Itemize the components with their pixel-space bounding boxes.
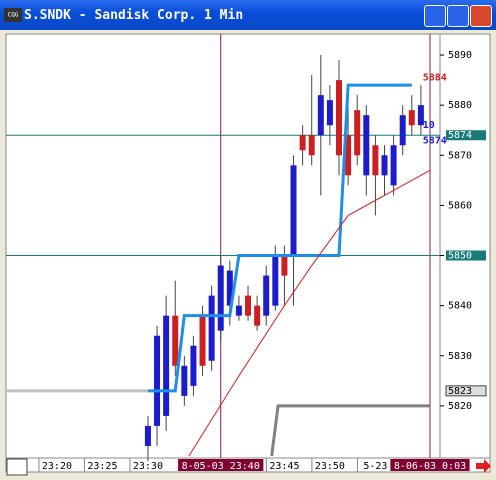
candle-body (154, 335, 161, 426)
price-label-box (446, 250, 486, 261)
chart: 5820 5830 5840 5850 5860 5870 5880 5890 23:20 23:… (5, 33, 491, 476)
corner-box (6, 458, 28, 476)
candle-body (363, 115, 370, 176)
candle-body (172, 315, 179, 366)
price-mark-label: 5823 (448, 386, 472, 397)
price-label: 5874 (448, 130, 472, 141)
app-icon: CQG (4, 8, 22, 22)
x-tick-label: 23:50 (315, 461, 345, 472)
cursor-label-box (178, 459, 264, 471)
x-tick-label: 23:45 (269, 461, 299, 472)
candle-body (381, 155, 388, 176)
y-tick-label: 5890 (448, 50, 472, 61)
price-label: 5850 (448, 251, 472, 262)
candle-body (245, 295, 252, 316)
x-tick-label: 23:25 (87, 461, 117, 472)
cursor-label: 8-05-03 23:40 (182, 461, 260, 472)
candle-body (217, 265, 224, 331)
candle-body (208, 295, 215, 361)
candle-body (390, 145, 397, 186)
x-tick-label: 23:30 (133, 461, 163, 472)
candle-body (354, 110, 361, 156)
price-label-box (446, 130, 486, 141)
candle-body (417, 105, 424, 126)
y-tick-label: 5870 (448, 150, 472, 161)
annotation: 5874 (423, 135, 447, 146)
title-bar: CQG S.SNDK - Sandisk Corp. 1 Min (0, 0, 496, 30)
candle-body (226, 270, 233, 306)
candle-body (345, 135, 352, 176)
candle-body (263, 275, 270, 316)
candle-body (281, 255, 288, 276)
y-tick-label: 5880 (448, 100, 472, 111)
candle-body (317, 95, 324, 136)
indicator-line (270, 404, 430, 457)
candle-body (408, 110, 415, 126)
candle-body (372, 145, 379, 176)
candle-body (254, 305, 261, 326)
minimize-button[interactable] (424, 5, 446, 27)
candle-body (308, 135, 315, 156)
candle-body (163, 315, 170, 416)
svg-text:CQG: CQG (8, 12, 19, 19)
y-tick-label: 5830 (448, 351, 472, 362)
x-tick-label: 23:20 (42, 461, 72, 472)
y-tick-label: 5860 (448, 200, 472, 211)
candle-body (326, 100, 333, 126)
close-button[interactable] (470, 5, 492, 27)
price-mark-box (445, 385, 487, 397)
plot-area (5, 33, 441, 459)
y-tick-label: 5820 (448, 401, 472, 412)
candle-body (299, 135, 306, 151)
candle-body (272, 255, 279, 306)
candle-body (336, 80, 343, 156)
window-title: S.SNDK - Sandisk Corp. 1 Min (24, 8, 244, 23)
candle-body (290, 165, 297, 256)
maximize-button[interactable] (447, 5, 469, 27)
candle-body (190, 345, 197, 386)
cursor-label: 8-06-03 0:03 (394, 461, 466, 472)
scroll-arrow (476, 459, 491, 473)
candle-body (399, 115, 406, 146)
indicator-line (188, 169, 431, 457)
candle-body (144, 425, 151, 446)
annotation: 5884 (423, 73, 447, 84)
cursor-label-box (390, 459, 470, 471)
indicator-line (147, 83, 412, 393)
annotation: 10 (423, 120, 435, 131)
x-tick-label: 5-23 (363, 461, 387, 472)
candle-body (235, 305, 242, 316)
candle-body (181, 365, 188, 396)
candle-body (199, 315, 206, 366)
y-tick-label: 5840 (448, 301, 472, 312)
